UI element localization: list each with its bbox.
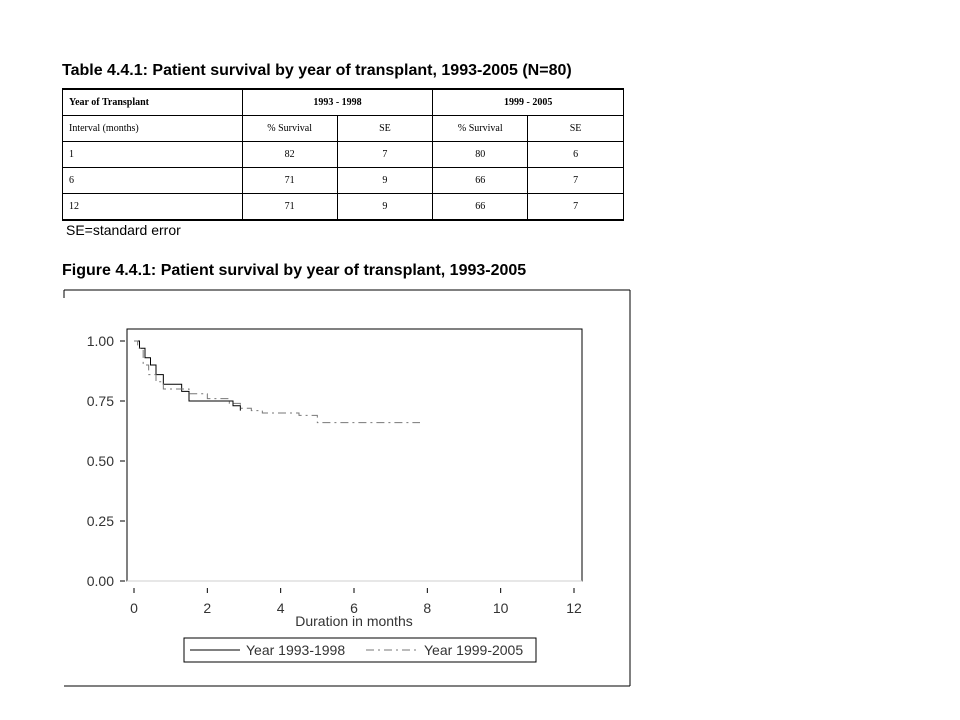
table-subheader-row: Interval (months) % Survival SE % Surviv… [62, 115, 624, 142]
figure-frame [63, 289, 631, 687]
y-tick-label: 1.00 [87, 333, 114, 349]
table-cell: 71 [241, 193, 338, 221]
header-cell: Year of Transplant [62, 88, 243, 116]
subheader-cell: SE [527, 115, 624, 142]
table-title: Table 4.4.1: Patient survival by year of… [62, 62, 572, 79]
header-cell: 1999 - 2005 [432, 88, 624, 116]
y-tick-label: 0.75 [87, 393, 114, 409]
table-cell: 7 [527, 193, 624, 221]
x-tick-label: 4 [277, 600, 285, 616]
series-line-year-1993-1998 [134, 340, 241, 411]
table-cell: 82 [241, 141, 338, 168]
x-tick-label: 2 [203, 600, 211, 616]
figure-title: Figure 4.4.1: Patient survival by year o… [62, 262, 527, 279]
table-note: SE=standard error [66, 222, 181, 238]
plot-area [126, 328, 583, 582]
series-line-year-1999-2005 [134, 340, 420, 424]
y-tick-label: 0.00 [87, 573, 114, 589]
table-cell: 6 [527, 141, 624, 168]
legend-box [183, 637, 537, 663]
table-cell: 6 [62, 167, 243, 194]
table-row: 1 82 7 80 6 [62, 141, 624, 168]
table-cell: 9 [336, 193, 434, 221]
x-axis-label: Duration in months [295, 613, 413, 629]
subheader-cell: SE [336, 115, 434, 142]
table-row: 12 71 9 66 7 [62, 193, 624, 221]
y-tick-label: 0.50 [87, 453, 114, 469]
x-tick-label: 10 [493, 600, 509, 616]
table-cell: 66 [432, 167, 529, 194]
table-cell: 9 [336, 167, 434, 194]
legend-label-1993-1998: Year 1993-1998 [246, 642, 345, 658]
x-tick-label: 12 [566, 600, 582, 616]
table-cell: 66 [432, 193, 529, 221]
table-cell: 7 [527, 167, 624, 194]
y-tick-label: 0.25 [87, 513, 114, 529]
table-cell: 12 [62, 193, 243, 221]
x-tick-label: 0 [130, 600, 138, 616]
x-tick-label: 6 [350, 600, 358, 616]
table-cell: 71 [241, 167, 338, 194]
table-header-row: Year of Transplant 1993 - 1998 1999 - 20… [62, 88, 624, 116]
x-tick-label: 8 [423, 600, 431, 616]
header-cell: 1993 - 1998 [241, 88, 434, 116]
legend-label-1999-2005: Year 1999-2005 [424, 642, 523, 658]
survival-table: Year of Transplant 1993 - 1998 1999 - 20… [62, 88, 624, 221]
legend: Year 1993-1998 Year 1999-2005 [183, 637, 537, 663]
table-row: 6 71 9 66 7 [62, 167, 624, 194]
